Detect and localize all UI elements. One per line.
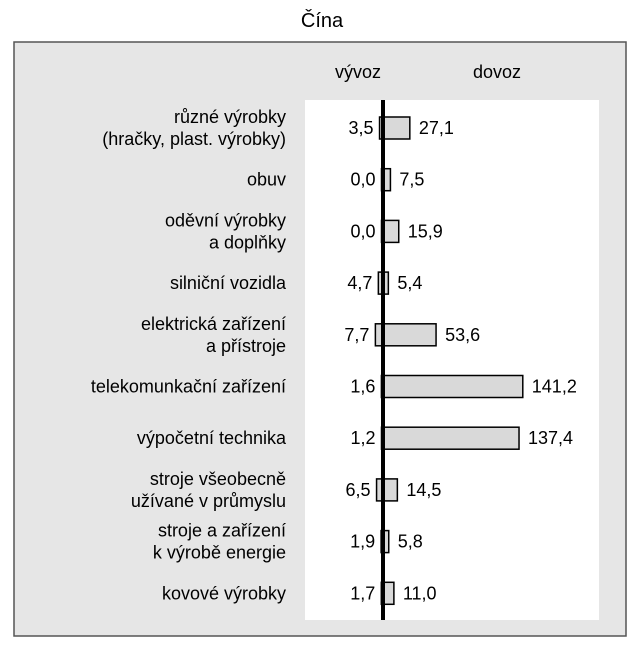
labels: 3,5 27,1 různé výrobky(hračky, plast. výro… bbox=[91, 107, 577, 603]
bar-dovoz-4 bbox=[382, 323, 437, 347]
bar-dovoz-0 bbox=[382, 116, 411, 140]
category-label-0-line-1: (hračky, plast. výrobky) bbox=[102, 129, 286, 149]
value-label-vyvoz-5: 1,6 bbox=[350, 377, 375, 397]
category-label-2-line-1: a doplňky bbox=[209, 232, 286, 252]
value-label-dovoz-8: 5,8 bbox=[398, 532, 423, 552]
category-label-8-line-1: k výrobě energie bbox=[153, 543, 286, 563]
category-label-0-line-0: různé výrobky bbox=[174, 107, 286, 127]
plot-area bbox=[305, 100, 599, 620]
category-label-4-line-0: elektrická zařízení bbox=[141, 314, 286, 334]
value-label-dovoz-9: 11,0 bbox=[403, 583, 437, 603]
category-label-4-line-1: a přístroje bbox=[206, 336, 286, 356]
legend-vyvoz: vývoz bbox=[335, 62, 381, 82]
category-label-5-line-0: telekomunkační zařízení bbox=[91, 377, 286, 397]
value-label-vyvoz-7: 6,5 bbox=[346, 480, 371, 500]
legend-dovoz: dovoz bbox=[473, 62, 521, 82]
bar-dovoz-5 bbox=[382, 374, 524, 399]
value-label-dovoz-5: 141,2 bbox=[532, 377, 577, 397]
value-label-dovoz-0: 27,1 bbox=[419, 118, 454, 138]
category-label-2-line-0: oděvní výrobky bbox=[165, 210, 286, 230]
value-label-dovoz-1: 7,5 bbox=[399, 170, 424, 190]
value-label-vyvoz-9: 1,7 bbox=[350, 583, 375, 603]
value-label-vyvoz-2: 0,0 bbox=[350, 221, 375, 241]
category-label-1-line-0: obuv bbox=[247, 170, 286, 190]
value-label-vyvoz-4: 7,7 bbox=[344, 325, 369, 345]
value-label-dovoz-6: 137,4 bbox=[528, 428, 573, 448]
value-label-dovoz-4: 53,6 bbox=[445, 325, 480, 345]
bar-dovoz-2 bbox=[382, 219, 400, 244]
category-label-3-line-0: silniční vozidla bbox=[170, 273, 287, 293]
category-label-9-line-0: kovové výrobky bbox=[162, 583, 286, 603]
category-label-7-line-1: užívané v průmyslu bbox=[131, 491, 286, 511]
category-label-6-line-0: výpočetní technika bbox=[137, 428, 287, 448]
value-label-vyvoz-8: 1,9 bbox=[350, 532, 375, 552]
value-label-vyvoz-0: 3,5 bbox=[349, 118, 374, 138]
value-label-vyvoz-1: 0,0 bbox=[350, 170, 375, 190]
bar-dovoz-7 bbox=[382, 478, 399, 502]
category-label-8-line-0: stroje a zařízení bbox=[158, 521, 286, 541]
value-label-dovoz-7: 14,5 bbox=[406, 480, 441, 500]
category-label-7-line-0: stroje všeobecně bbox=[150, 469, 286, 489]
bar-dovoz-6 bbox=[382, 426, 520, 450]
chart-title: Čína bbox=[301, 9, 344, 32]
value-label-vyvoz-6: 1,2 bbox=[350, 428, 375, 448]
value-label-dovoz-3: 5,4 bbox=[397, 273, 422, 293]
value-label-dovoz-2: 15,9 bbox=[408, 221, 443, 241]
value-label-vyvoz-3: 4,7 bbox=[347, 273, 372, 293]
